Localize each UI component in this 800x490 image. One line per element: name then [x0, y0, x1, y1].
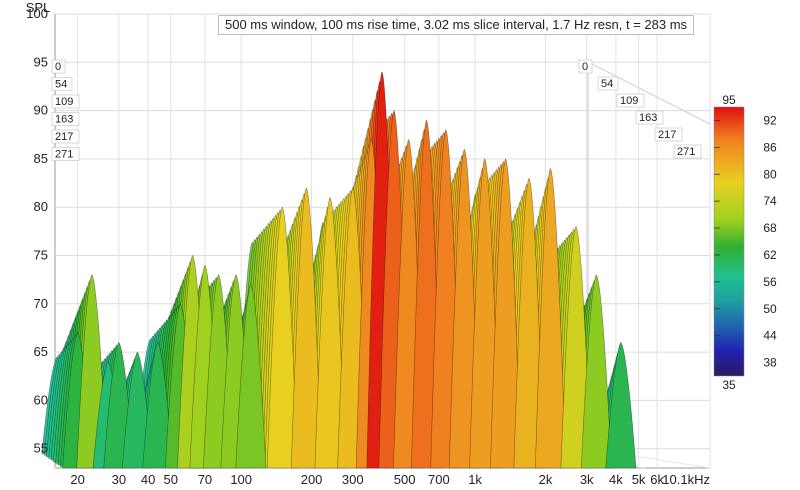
waterfall-slice: [560, 226, 592, 469]
waterfall-slice: [290, 187, 322, 469]
waterfall-slice: [490, 158, 522, 469]
y-tick-label: 60: [34, 392, 48, 407]
x-tick-label: 5k: [632, 472, 646, 487]
waterfall-slice: [235, 283, 267, 469]
colorbar-tick-label: 56: [763, 275, 777, 289]
colorbar-tick-label: 50: [763, 302, 777, 316]
x-tick-label: 10.1kHz: [662, 472, 710, 487]
time-tick-left: 109: [55, 96, 73, 108]
colorbar-tick-label: 92: [763, 113, 777, 127]
chart-title: 500 ms window, 100 ms rise time, 3.02 ms…: [218, 15, 695, 35]
y-tick-label: 55: [34, 441, 48, 456]
x-tick-label: 100: [230, 472, 252, 487]
colorbar-gradient: [713, 106, 745, 377]
colorbar: 95 35 92 86 80 74 68 62 56 50 44 38: [713, 93, 777, 392]
axes: SPL 55 60 65 70 75 80 85 90 95 100 20 30 40 50 70 100 200…: [26, 0, 710, 487]
y-tick-label: 80: [34, 199, 48, 214]
time-tick-right-box: [616, 93, 645, 108]
x-tick-label: 20: [70, 472, 84, 487]
time-tick-left: 217: [55, 131, 73, 143]
colorbar-tick-label: 44: [763, 329, 777, 343]
colorbar-tick-label: 38: [763, 356, 777, 370]
time-tick-left-box: [51, 129, 80, 144]
time-tick-left-box: [51, 112, 80, 126]
time-tick-left-box: [51, 94, 80, 109]
waterfall-slice: [513, 177, 545, 469]
colorbar-tick-label: 80: [763, 167, 777, 181]
colorbar-tick-label: 62: [763, 248, 777, 262]
colorbar-tick-label: 74: [763, 194, 777, 208]
x-tick-label: 4k: [609, 472, 623, 487]
waterfall-slice: [535, 168, 566, 469]
x-tick-label: 30: [112, 472, 126, 487]
time-tick-left: 0: [55, 61, 61, 73]
x-tick-label: 40: [141, 472, 155, 487]
y-tick-label: 75: [34, 247, 48, 262]
colorbar-tick-label: 86: [763, 140, 777, 154]
y-tick-label: 95: [34, 54, 48, 69]
time-tick-left-box: [51, 77, 73, 91]
waterfall-surface: [41, 71, 637, 469]
time-tick-right-box: [578, 59, 593, 74]
time-tick-left: 54: [55, 79, 67, 91]
colorbar-max-label: 95: [722, 93, 736, 107]
time-tick-right-box: [635, 110, 664, 125]
x-tick-label: 3k: [580, 472, 594, 487]
y-tick-label: 85: [34, 151, 48, 166]
waterfall-slice: [580, 274, 612, 469]
time-tick-right: 0: [582, 61, 588, 73]
x-tick-label: 6k: [650, 472, 664, 487]
waterfall-slice: [605, 341, 637, 469]
time-tick-left-box: [51, 147, 80, 161]
time-tick-right-box: [654, 127, 683, 142]
time-tick-left: 271: [55, 149, 73, 161]
y-tick-label: 100: [26, 6, 48, 21]
time-tick-right: 271: [677, 146, 695, 158]
time-tick-right: 163: [639, 112, 657, 124]
time-tick-right: 54: [601, 78, 613, 90]
x-tick-label: 50: [164, 472, 178, 487]
back-plane-top-edge: [587, 61, 711, 125]
x-tick-label: 70: [198, 472, 212, 487]
colorbar-tick-label: 68: [763, 221, 777, 235]
x-tick-label: 700: [428, 472, 450, 487]
y-tick-label: 65: [34, 344, 48, 359]
time-tick-right: 217: [658, 129, 676, 141]
waterfall-slice: [314, 197, 346, 469]
time-tick-right: 109: [620, 95, 638, 107]
time-tick-left-box: [51, 59, 66, 74]
time-tick-right-box: [673, 144, 702, 159]
x-tick-label: 2k: [539, 472, 553, 487]
x-tick-label: 1k: [468, 472, 482, 487]
time-tick-right-box: [597, 76, 619, 91]
y-tick-label: 90: [34, 103, 48, 118]
y-tick-label: 70: [34, 296, 48, 311]
waterfall-slice: [266, 206, 298, 469]
x-tick-label: 500: [394, 472, 416, 487]
y-axis-label: SPL: [26, 0, 51, 15]
colorbar-min-label: 35: [722, 378, 736, 392]
x-tick-label: 200: [301, 472, 323, 487]
time-tick-left: 163: [55, 114, 73, 126]
x-tick-label: 300: [342, 472, 364, 487]
